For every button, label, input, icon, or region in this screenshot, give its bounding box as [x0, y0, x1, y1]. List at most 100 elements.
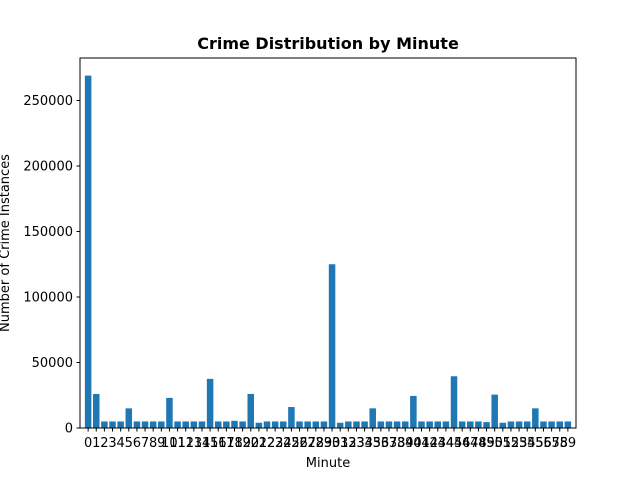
bar-minute-9: [158, 421, 165, 428]
x-tick-label: 59: [560, 436, 577, 451]
x-tick-label: 0: [84, 436, 92, 451]
bar-minute-50: [491, 394, 498, 428]
x-tick-label: 47: [462, 436, 479, 451]
bars-group: [84, 75, 572, 429]
bar-minute-44: [442, 421, 450, 428]
bar-minute-41: [418, 421, 425, 428]
bar-minute-37: [385, 421, 393, 428]
x-tick-label: 56: [535, 436, 552, 451]
x-tick-label: 17: [218, 436, 235, 451]
x-tick-label: 54: [519, 436, 536, 451]
x-tick-label: 12: [177, 436, 194, 451]
bar-minute-45: [450, 376, 458, 428]
x-tick-label: 30: [324, 436, 341, 451]
x-tick-label: 15: [202, 436, 219, 451]
x-tick-label: 53: [511, 436, 528, 451]
bar-minute-57: [548, 421, 555, 428]
x-tick-label: 49: [478, 436, 495, 451]
bar-minute-59: [564, 421, 572, 428]
bar-minute-53: [515, 421, 523, 428]
bar-minute-3: [109, 421, 116, 428]
x-tick-label: 39: [397, 436, 414, 451]
y-tick-label: 100000: [23, 291, 73, 306]
bar-minute-14: [198, 421, 206, 428]
x-tick-label: 21: [251, 436, 268, 451]
y-tick-label: 150000: [23, 225, 73, 240]
bar-minute-18: [231, 420, 238, 428]
x-tick-label: 23: [267, 436, 284, 451]
bar-minute-48: [475, 421, 482, 428]
y-tick-label: 0: [65, 422, 73, 437]
x-tick-label: 1: [92, 436, 100, 451]
bar-minute-4: [117, 421, 124, 428]
x-tick-label: 45: [446, 436, 463, 451]
bar-minute-51: [499, 422, 507, 428]
x-tick-label: 6: [133, 436, 141, 451]
x-tick-label: 46: [454, 436, 471, 451]
bar-minute-38: [393, 421, 401, 428]
chart-title: Crime Distribution by Minute: [197, 34, 459, 53]
x-tick-label: 32: [340, 436, 357, 451]
bar-minute-5: [125, 408, 133, 428]
x-tick-label: 33: [348, 436, 365, 451]
bar-minute-6: [133, 421, 141, 428]
x-tick-label: 57: [543, 436, 560, 451]
x-tick-label: 41: [413, 436, 430, 451]
x-tick-label: 31: [332, 436, 349, 451]
x-tick-label: 18: [226, 436, 243, 451]
x-tick-label: 28: [308, 436, 325, 451]
bar-minute-49: [483, 422, 490, 428]
x-tick-label: 38: [389, 436, 406, 451]
x-tick-label: 7: [141, 436, 149, 451]
x-tick-label: 25: [283, 436, 300, 451]
x-tick-label: 8: [149, 436, 157, 451]
x-tick-label: 3: [108, 436, 116, 451]
bar-minute-24: [280, 421, 287, 428]
bar-minute-40: [410, 395, 417, 428]
x-tick-label: 43: [429, 436, 446, 451]
plot-frame: [79, 57, 577, 429]
bar-minute-11: [174, 421, 181, 428]
bar-minute-8: [149, 421, 157, 428]
x-tick-label: 5: [125, 436, 133, 451]
bar-minute-31: [336, 422, 344, 428]
bar-minute-12: [182, 421, 189, 428]
x-tick-label: 48: [470, 436, 487, 451]
bar-minute-54: [523, 421, 531, 428]
x-tick-label: 29: [316, 436, 333, 451]
bar-minute-58: [556, 421, 563, 428]
bar-minute-26: [296, 421, 303, 428]
x-tick-label: 58: [551, 436, 568, 451]
bar-minute-19: [239, 421, 246, 428]
x-tick-label: 20: [242, 436, 259, 451]
bar-minute-1: [93, 393, 100, 428]
x-tick-label: 9: [157, 436, 165, 451]
bar-minute-23: [271, 421, 279, 428]
x-tick-label: 13: [186, 436, 203, 451]
bar-minute-55: [532, 408, 539, 428]
y-axis-label: Number of Crime Instances: [0, 154, 13, 332]
x-tick-label: 4: [117, 436, 125, 451]
x-axis-ticks: 0 1 2 3 4 5 6 7 8 9101112131415161718192021222324…: [84, 428, 576, 451]
x-tick-label: 24: [275, 436, 292, 451]
bar-minute-22: [263, 421, 271, 428]
x-tick-label: 22: [259, 436, 276, 451]
bar-minute-21: [255, 422, 263, 428]
x-tick-label: 10: [161, 436, 178, 451]
x-tick-label: 26: [291, 436, 308, 451]
x-tick-label: 55: [527, 436, 544, 451]
bar-minute-42: [426, 421, 433, 428]
x-tick-label: 42: [421, 436, 438, 451]
x-tick-label: 37: [381, 436, 398, 451]
bar-minute-36: [377, 421, 385, 428]
y-tick-label: 50000: [32, 356, 73, 371]
x-tick-label: 2: [100, 436, 108, 451]
x-tick-label: 35: [364, 436, 381, 451]
bar-minute-13: [190, 421, 198, 428]
bar-minute-29: [320, 421, 328, 428]
bar-minute-15: [206, 378, 214, 428]
x-tick-label: 44: [438, 436, 455, 451]
bar-minute-25: [288, 407, 295, 428]
